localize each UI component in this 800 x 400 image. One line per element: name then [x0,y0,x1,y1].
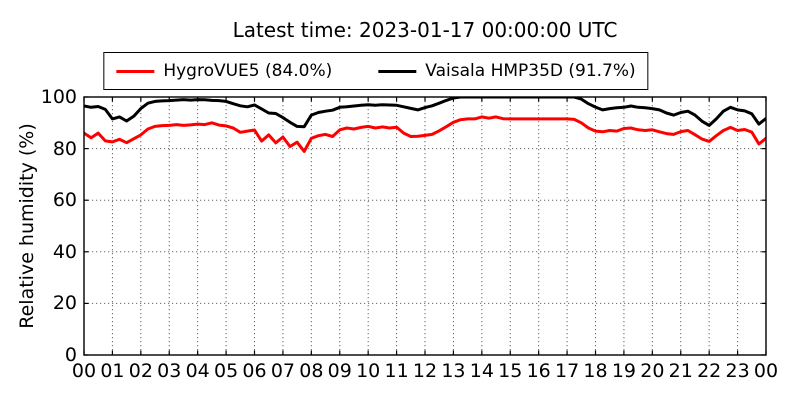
x-tick-label: 13 [441,360,466,382]
legend-label-vaisala: Vaisala HMP35D (91.7%) [425,61,636,81]
legend: HygroVUE5 (84.0%) Vaisala HMP35D (91.7%) [103,52,649,90]
x-tick-label: 15 [498,360,523,382]
legend-line-swatch-vaisala [378,69,417,73]
x-tick-label: 00 [71,360,97,382]
x-tick-label: 10 [356,360,381,382]
x-tick-label: 14 [469,360,494,382]
y-tick-label: 60 [52,189,77,212]
x-tick-label: 01 [100,360,125,382]
x-tick-label: 20 [640,360,665,382]
y-tick-label: 40 [52,240,77,263]
x-tick-label: 00 [753,360,779,382]
legend-label-hygrovue5: HygroVUE5 (84.0%) [163,61,333,81]
x-tick-label: 12 [412,360,438,382]
x-tick-label: 11 [384,360,409,382]
x-tick-label: 18 [583,360,608,382]
x-tick-label: 05 [213,360,239,382]
x-tick-label: 03 [157,360,182,382]
y-tick-label: 20 [52,292,77,315]
x-tick-label: 22 [697,360,722,382]
x-tick-label: 09 [327,360,352,382]
x-tick-label: 08 [299,360,324,382]
legend-item-vaisala: Vaisala HMP35D (91.7%) [378,61,636,81]
x-tick-label: 07 [270,360,295,382]
y-tick-label: 80 [52,137,77,160]
x-tick-label: 21 [668,360,693,382]
x-tick-label: 23 [725,360,750,382]
y-tick-label: 0 [64,344,77,366]
x-tick-label: 06 [242,360,267,382]
y-tick-label: 100 [40,86,77,108]
x-tick-label: 16 [526,360,551,382]
legend-item-hygrovue5: HygroVUE5 (84.0%) [116,61,332,81]
x-tick-label: 19 [611,360,636,382]
chart-title: Latest time: 2023-01-17 00:00:00 UTC [232,18,618,42]
legend-line-swatch-hygrovue5 [116,69,155,73]
x-tick-label: 02 [128,360,153,382]
x-tick-label: 04 [185,360,210,382]
series-hygrovue5-line [84,115,766,153]
x-tick-label: 17 [554,360,580,382]
